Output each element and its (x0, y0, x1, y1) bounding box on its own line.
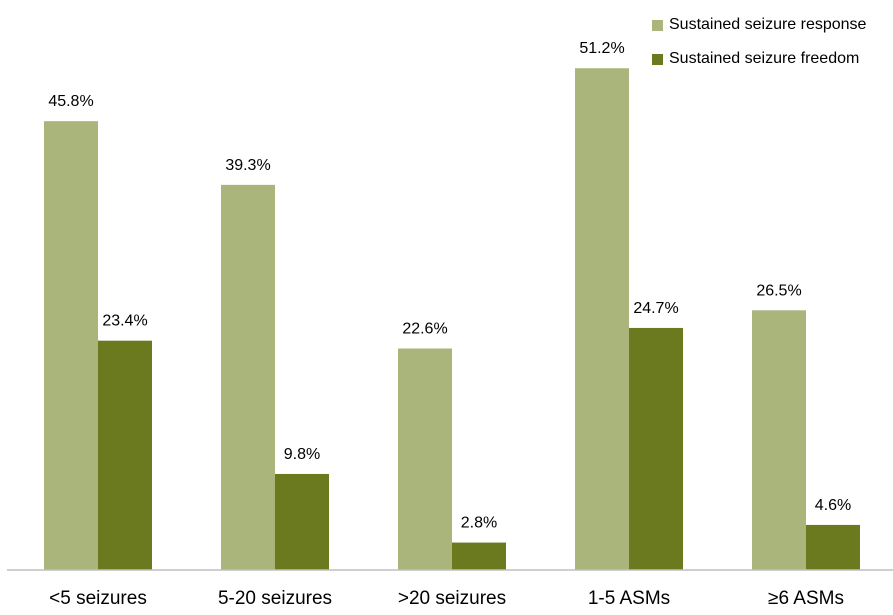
legend-item-freedom: Sustained seizure freedom (652, 48, 888, 70)
bar-response-3 (575, 68, 629, 571)
data-label-response-1: 39.3% (225, 157, 270, 174)
bar-freedom-0 (98, 340, 152, 570)
bar-freedom-2 (452, 542, 506, 570)
data-label-freedom-0: 23.4% (102, 313, 147, 330)
legend-swatch-response (652, 19, 663, 31)
legend-label-freedom: Sustained seizure freedom (669, 50, 860, 67)
bar-freedom-3 (629, 327, 683, 570)
category-label-2: >20 seizures (398, 588, 506, 609)
legend-label-response: Sustained seizure response (669, 16, 867, 33)
data-label-freedom-1: 9.8% (284, 446, 320, 463)
bar-freedom-4 (806, 524, 860, 570)
bar-response-4 (752, 310, 806, 570)
bar-response-1 (221, 184, 275, 571)
bar-response-2 (398, 348, 452, 570)
legend-item-response: Sustained seizure response (652, 14, 888, 36)
bar-response-0 (44, 121, 98, 570)
chart-legend: Sustained seizure response Sustained sei… (652, 14, 888, 82)
data-label-response-0: 45.8% (48, 93, 93, 110)
category-label-0: <5 seizures (49, 588, 147, 609)
legend-swatch-freedom (652, 53, 663, 65)
data-label-freedom-4: 4.6% (815, 497, 851, 514)
data-label-response-4: 26.5% (756, 282, 801, 299)
data-label-freedom-2: 2.8% (461, 515, 497, 532)
category-label-1: 5-20 seizures (218, 588, 332, 609)
data-label-response-2: 22.6% (402, 321, 447, 338)
data-label-response-3: 51.2% (579, 40, 624, 57)
data-label-freedom-3: 24.7% (633, 300, 678, 317)
category-label-3: 1-5 ASMs (588, 588, 670, 609)
category-label-4: ≥6 ASMs (768, 588, 844, 609)
bar-freedom-1 (275, 473, 329, 570)
